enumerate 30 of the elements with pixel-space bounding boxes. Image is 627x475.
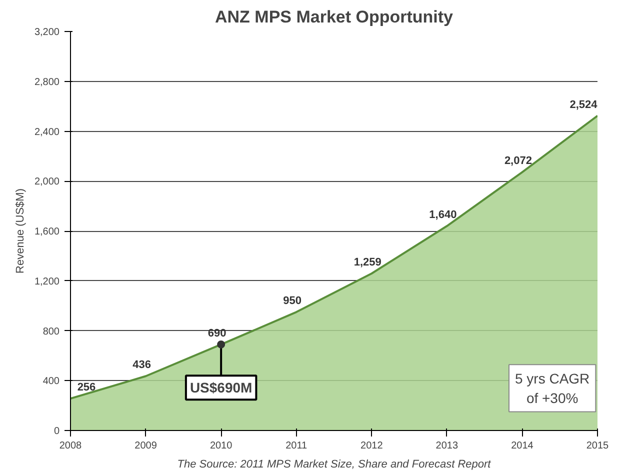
text: 436 <box>132 359 151 372</box>
x-tick-label: 2011 <box>286 440 308 452</box>
y-axis-title: Revenue (US$M) <box>14 188 26 274</box>
text: 2,524 <box>570 98 598 111</box>
text: 1,259 <box>354 256 382 269</box>
text: The Source: 2011 MPS Market Size, Share and Forecast Report <box>177 458 492 470</box>
text: 2,072 <box>504 155 532 168</box>
chart-title: ANZ MPS Market Opportunity <box>214 8 454 26</box>
y-tick-label: 2,800 <box>34 76 60 88</box>
x-tick-label: 2008 <box>59 440 82 452</box>
annotation: 5 yrs CAGR of +30% <box>514 370 590 406</box>
y-tick-label: 3,200 <box>34 27 60 38</box>
text: 690 <box>208 327 226 340</box>
text: 256 <box>77 382 96 394</box>
y-tick-label: 2,400 <box>34 126 60 138</box>
x-tick-label: 2009 <box>134 440 158 452</box>
x-tick-label: 2015 <box>586 440 610 452</box>
y-tick-label: 2,000 <box>34 176 60 188</box>
y-tick-label: 1,600 <box>34 226 60 238</box>
annotation: US$690M <box>190 380 252 396</box>
x-tick-label: 2013 <box>436 440 458 452</box>
y-tick-label: 800 <box>42 326 60 338</box>
x-tick-label: 2014 <box>511 440 534 452</box>
y-tick-label: 1,200 <box>34 276 60 288</box>
text: 1,640 <box>429 209 457 222</box>
x-tick-label: 2010 <box>210 440 233 452</box>
text: 950 <box>283 295 302 308</box>
y-tick-label: 400 <box>42 376 60 388</box>
x-tick-label: 2012 <box>360 440 384 452</box>
y-tick-label: 0 <box>54 426 60 437</box>
